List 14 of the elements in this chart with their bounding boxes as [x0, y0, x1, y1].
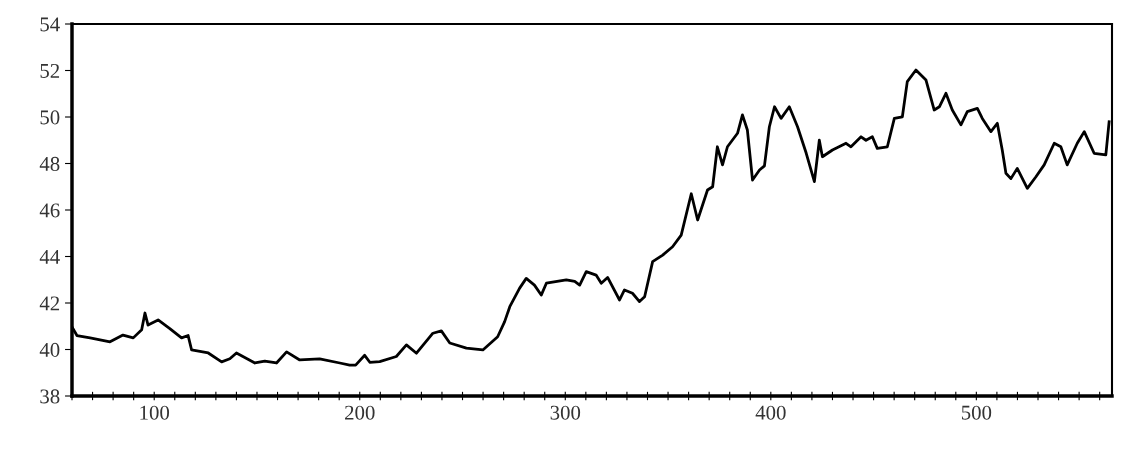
- y-tick-label: 44: [39, 250, 60, 264]
- y-tick-label: 48: [39, 156, 60, 171]
- y-tick-label: 40: [39, 342, 60, 357]
- y-tick-label: 46: [39, 203, 60, 218]
- y-tick-label: 42: [39, 296, 60, 311]
- y-tick-label: 38: [40, 389, 60, 404]
- y-tick-label: 54: [40, 17, 60, 32]
- x-tick-label: 300: [550, 405, 581, 420]
- x-tick-label: 200: [345, 405, 375, 420]
- x-tick-label: 100: [140, 405, 170, 420]
- y-tick-label: 52: [40, 63, 60, 78]
- y-tick-label: 50: [40, 110, 60, 125]
- x-tick-label: 500: [961, 405, 992, 420]
- x-tick-label: 400: [755, 405, 786, 420]
